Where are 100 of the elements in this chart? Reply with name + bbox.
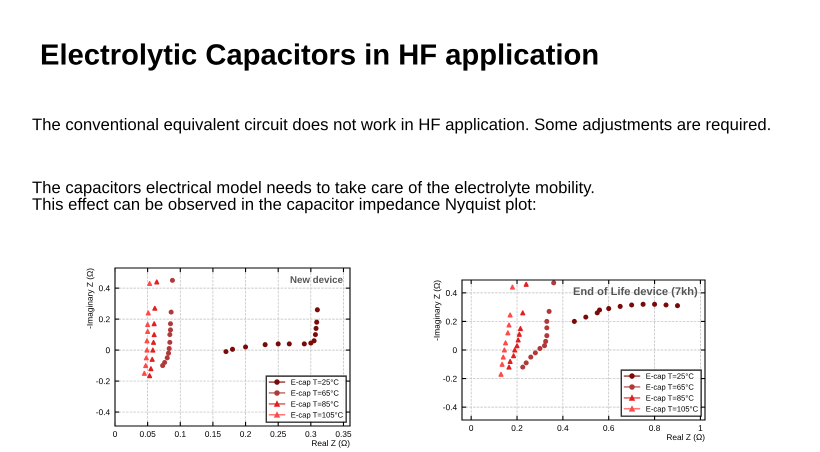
x-tick-label: 0.35	[336, 431, 352, 437]
point	[154, 279, 160, 284]
point	[510, 284, 515, 290]
point	[308, 340, 314, 346]
point	[167, 332, 172, 338]
point	[500, 362, 505, 367]
x-tick-label: 0.4	[557, 425, 568, 431]
point	[640, 302, 646, 307]
point	[276, 341, 281, 346]
point	[542, 343, 548, 348]
point	[508, 312, 513, 318]
point	[144, 355, 149, 360]
point	[508, 358, 513, 364]
y-axis-title: -Imaginary Z (Ω)	[86, 268, 94, 328]
text: End of Life device (7kh)	[574, 287, 698, 298]
point	[262, 342, 268, 348]
x-tick-label: 0.2	[512, 425, 522, 431]
y-tick-label: 0.4	[446, 290, 457, 296]
point	[572, 318, 577, 324]
point	[168, 327, 174, 332]
point	[314, 326, 319, 331]
point	[520, 310, 526, 316]
y-tick-label: -0.2	[443, 376, 457, 382]
x-tick-label: 1	[698, 425, 702, 431]
y-axis-title: -Imaginary Z (Ω)	[434, 280, 442, 340]
point	[168, 321, 174, 326]
y-tick-label: -0.4	[443, 404, 457, 410]
point	[150, 356, 155, 362]
text: Electrolytic Capacitors in HF application	[42, 43, 598, 71]
point	[518, 326, 523, 332]
point	[551, 280, 556, 286]
y-tick-label: 0	[452, 347, 457, 354]
y-tick-label: 0.2	[98, 316, 110, 322]
text: The conventional equivalent circuit does not work in HF application. Some adjustments are required.	[32, 118, 770, 134]
point	[170, 278, 175, 283]
point	[544, 333, 550, 338]
point	[286, 341, 292, 346]
point	[583, 314, 588, 320]
point	[147, 280, 152, 286]
point	[597, 307, 602, 313]
point	[544, 325, 550, 330]
point	[143, 363, 148, 368]
point	[152, 306, 158, 311]
point	[312, 332, 318, 338]
x-tick-label: 0.3	[305, 431, 316, 437]
x-tick-label: 0.6	[603, 425, 614, 431]
point	[243, 344, 248, 350]
point	[146, 310, 151, 316]
point	[506, 364, 512, 370]
y-tick-label: 0.4	[98, 285, 110, 292]
point	[152, 321, 157, 326]
point	[532, 350, 538, 356]
x-tick-label: 0.25	[270, 431, 286, 437]
point	[543, 338, 548, 344]
point	[152, 332, 157, 338]
point	[314, 307, 320, 312]
text: New device	[290, 276, 343, 284]
text: The capacitors electrical model needs to take care of the electrolyte mobility. This effect can be observed in the capacitor impedance Nyquist plot:	[32, 181, 594, 214]
point	[674, 303, 680, 308]
point	[164, 355, 170, 360]
point	[223, 349, 229, 354]
point	[506, 322, 512, 328]
point	[142, 370, 147, 376]
point	[663, 302, 669, 308]
y-tick-label: 0.2	[446, 318, 457, 325]
point	[544, 318, 550, 324]
point	[546, 308, 552, 314]
point	[167, 340, 172, 345]
point	[148, 366, 154, 372]
point	[516, 332, 522, 337]
point	[606, 306, 612, 312]
point	[505, 330, 510, 336]
x-tick-label: 0.15	[205, 431, 221, 437]
point	[524, 282, 529, 287]
point	[147, 373, 152, 378]
point	[312, 338, 317, 344]
point	[230, 346, 236, 352]
point	[502, 347, 507, 353]
x-tick-label: 0	[469, 425, 474, 431]
point	[145, 328, 150, 334]
point	[162, 360, 168, 366]
point	[302, 341, 307, 346]
point	[166, 346, 172, 352]
point	[150, 340, 156, 345]
point	[512, 347, 518, 353]
x-axis-title: Real Z (Ω)	[667, 434, 704, 442]
point	[528, 354, 534, 360]
point	[166, 350, 172, 356]
point	[652, 302, 658, 307]
x-tick-label: 0.1	[174, 431, 186, 437]
point	[144, 348, 150, 353]
point	[520, 364, 526, 370]
x-tick-label: 0.05	[140, 431, 156, 437]
x-axis-title: Real Z (Ω)	[312, 440, 350, 448]
y-tick-label: -0.4	[96, 409, 110, 416]
point	[516, 337, 521, 343]
point	[618, 304, 623, 309]
point	[144, 338, 150, 344]
point	[145, 322, 150, 328]
point	[524, 360, 529, 366]
